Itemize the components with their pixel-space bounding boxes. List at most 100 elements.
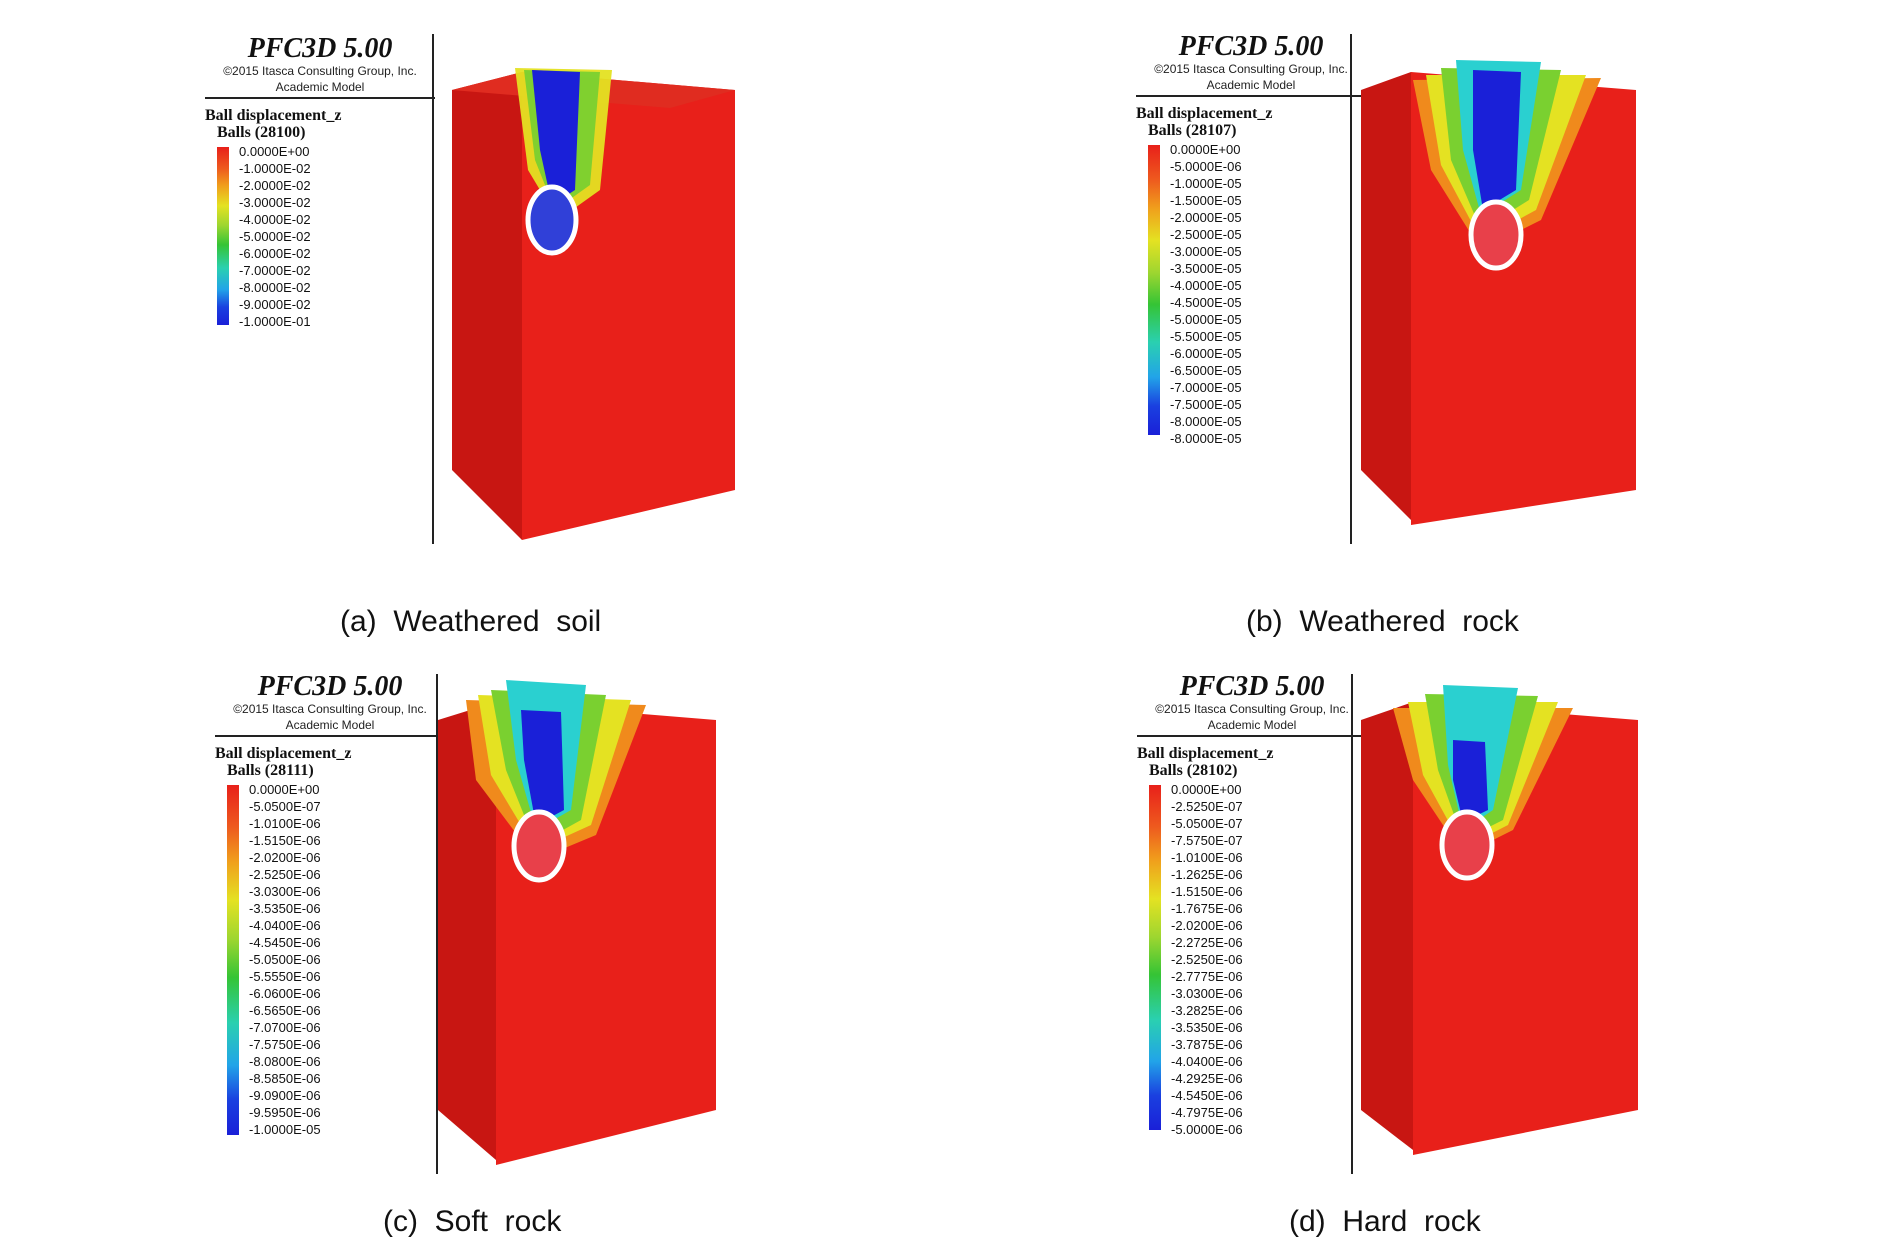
scale-label: -9.0900E-06 bbox=[249, 1088, 321, 1103]
divider-line bbox=[432, 34, 434, 544]
legend: PFC3D 5.00 ©2015 Itasca Consulting Group… bbox=[205, 34, 435, 330]
scale-label: -8.0000E-05 bbox=[1170, 414, 1242, 429]
copyright-text: ©2015 Itasca Consulting Group, Inc. bbox=[233, 702, 427, 716]
color-scale-labels: 0.0000E+00 -5.0500E-07 -1.0100E-06 -1.51… bbox=[249, 781, 445, 1138]
software-title: PFC3D 5.00 bbox=[1179, 671, 1325, 702]
copyright-text: ©2015 Itasca Consulting Group, Inc. bbox=[1155, 702, 1349, 716]
scale-label: -2.5250E-06 bbox=[1171, 952, 1243, 967]
scale-label: -2.7775E-06 bbox=[1171, 969, 1243, 984]
scale-label: -3.2825E-06 bbox=[1171, 1003, 1243, 1018]
particle-model-view bbox=[438, 680, 716, 1165]
color-scale-bar bbox=[1148, 145, 1160, 435]
scale-label: -3.0300E-06 bbox=[249, 884, 321, 899]
displacement-zone-blue bbox=[521, 710, 564, 825]
scale-label: -2.2725E-06 bbox=[1171, 935, 1243, 950]
particle-model-view bbox=[452, 68, 735, 540]
copyright-text: ©2015 Itasca Consulting Group, Inc. bbox=[1154, 62, 1348, 76]
model-left-face bbox=[1361, 72, 1411, 520]
color-scale: 0.0000E+00 -5.0500E-07 -1.0100E-06 -1.51… bbox=[227, 781, 445, 1138]
panel-soft-rock: PFC3D 5.00 ©2015 Itasca Consulting Group… bbox=[0, 630, 941, 1260]
color-scale-labels: 0.0000E+00 -2.5250E-07 -5.0500E-07 -7.57… bbox=[1171, 781, 1367, 1138]
scale-label: -4.0000E-05 bbox=[1170, 278, 1242, 293]
scale-label: -2.0000E-05 bbox=[1170, 210, 1242, 225]
variable-label: Ball displacement_z bbox=[215, 745, 352, 762]
balls-count-label: Balls (28100) bbox=[217, 124, 306, 141]
tunnel-highlight bbox=[511, 809, 567, 883]
scale-label: -3.5350E-06 bbox=[249, 901, 321, 916]
scale-label: -5.0500E-07 bbox=[249, 799, 321, 814]
scale-label: -3.5350E-06 bbox=[1171, 1020, 1243, 1035]
scale-label: -5.0500E-07 bbox=[1171, 816, 1243, 831]
scale-label: -8.0000E-02 bbox=[239, 280, 311, 295]
panel-weathered-soil: PFC3D 5.00 ©2015 Itasca Consulting Group… bbox=[0, 0, 941, 638]
scale-label: -5.0000E-06 bbox=[1170, 159, 1242, 174]
scale-label: -1.5150E-06 bbox=[1171, 884, 1243, 899]
variable-label: Ball displacement_z bbox=[1137, 745, 1274, 762]
scale-label: -7.5000E-05 bbox=[1170, 397, 1242, 412]
scale-label: -1.0000E-01 bbox=[239, 314, 311, 329]
tunnel-highlight bbox=[525, 184, 579, 256]
model-label: Academic Model bbox=[1137, 717, 1367, 737]
particle-model-view bbox=[1361, 685, 1638, 1155]
scale-label: -7.0000E-02 bbox=[239, 263, 311, 278]
scale-label: -5.5550E-06 bbox=[249, 969, 321, 984]
color-scale: 0.0000E+00 -5.0000E-06 -1.0000E-05 -1.50… bbox=[1148, 141, 1366, 447]
scale-label: -6.0600E-06 bbox=[249, 986, 321, 1001]
scale-label: 0.0000E+00 bbox=[249, 782, 320, 797]
scale-label: -2.0200E-06 bbox=[249, 850, 321, 865]
scale-label: -3.0000E-02 bbox=[239, 195, 311, 210]
panel-hard-rock: PFC3D 5.00 ©2015 Itasca Consulting Group… bbox=[941, 630, 1882, 1260]
legend: PFC3D 5.00 ©2015 Itasca Consulting Group… bbox=[1137, 672, 1367, 1138]
model-left-face bbox=[452, 72, 522, 540]
scale-label: -4.5000E-05 bbox=[1170, 295, 1242, 310]
scale-label: -1.0000E-05 bbox=[1170, 176, 1242, 191]
balls-count-label: Balls (28102) bbox=[1149, 762, 1238, 779]
scale-label: -5.0000E-05 bbox=[1170, 312, 1242, 327]
scale-label: -1.0100E-06 bbox=[1171, 850, 1243, 865]
color-scale-labels: 0.0000E+00 -5.0000E-06 -1.0000E-05 -1.50… bbox=[1170, 141, 1366, 447]
scale-label: -1.2625E-06 bbox=[1171, 867, 1243, 882]
scale-label: -8.5850E-06 bbox=[249, 1071, 321, 1086]
divider-line bbox=[436, 674, 438, 1174]
color-scale: 0.0000E+00 -1.0000E-02 -2.0000E-02 -3.00… bbox=[217, 143, 435, 330]
scale-label: -3.7875E-06 bbox=[1171, 1037, 1243, 1052]
color-scale-bar bbox=[227, 785, 239, 1135]
legend: PFC3D 5.00 ©2015 Itasca Consulting Group… bbox=[215, 672, 445, 1138]
scale-label: -6.0000E-02 bbox=[239, 246, 311, 261]
scale-label: -7.0000E-05 bbox=[1170, 380, 1242, 395]
scale-label: -6.5000E-05 bbox=[1170, 363, 1242, 378]
scale-label: -9.0000E-02 bbox=[239, 297, 311, 312]
model-left-face bbox=[1361, 702, 1413, 1150]
variable-label: Ball displacement_z bbox=[205, 107, 342, 124]
scale-label: -9.5950E-06 bbox=[249, 1105, 321, 1120]
particle-model-view bbox=[1361, 60, 1636, 525]
scale-label: -3.5000E-05 bbox=[1170, 261, 1242, 276]
tunnel-highlight bbox=[1439, 809, 1495, 881]
scale-label: -4.7975E-06 bbox=[1171, 1105, 1243, 1120]
scale-label: 0.0000E+00 bbox=[239, 144, 310, 159]
panel-caption: (a) Weathered soil bbox=[340, 605, 602, 638]
legend: PFC3D 5.00 ©2015 Itasca Consulting Group… bbox=[1136, 32, 1366, 447]
software-title: PFC3D 5.00 bbox=[247, 33, 393, 64]
model-label: Academic Model bbox=[215, 717, 445, 737]
model-label: Academic Model bbox=[1136, 77, 1366, 97]
scale-label: -1.5000E-05 bbox=[1170, 193, 1242, 208]
scale-label: -5.5000E-05 bbox=[1170, 329, 1242, 344]
scale-label: -1.7675E-06 bbox=[1171, 901, 1243, 916]
scale-label: -4.5450E-06 bbox=[249, 935, 321, 950]
panel-caption: (b) Weathered rock bbox=[1246, 605, 1519, 638]
scale-label: -3.0300E-06 bbox=[1171, 986, 1243, 1001]
panel-caption: (d) Hard rock bbox=[1289, 1205, 1481, 1238]
scale-label: -2.5250E-06 bbox=[249, 867, 321, 882]
variable-label: Ball displacement_z bbox=[1136, 105, 1273, 122]
scale-label: -4.2925E-06 bbox=[1171, 1071, 1243, 1086]
scale-label: -2.0000E-02 bbox=[239, 178, 311, 193]
copyright-text: ©2015 Itasca Consulting Group, Inc. bbox=[223, 64, 417, 78]
model-left-face bbox=[438, 702, 496, 1160]
scale-label: -4.0000E-02 bbox=[239, 212, 311, 227]
panel-weathered-rock: PFC3D 5.00 ©2015 Itasca Consulting Group… bbox=[941, 0, 1882, 638]
scale-label: -7.5750E-06 bbox=[249, 1037, 321, 1052]
color-scale-bar bbox=[217, 147, 229, 325]
divider-line bbox=[1351, 674, 1353, 1174]
scale-label: -1.0000E-05 bbox=[249, 1122, 321, 1137]
